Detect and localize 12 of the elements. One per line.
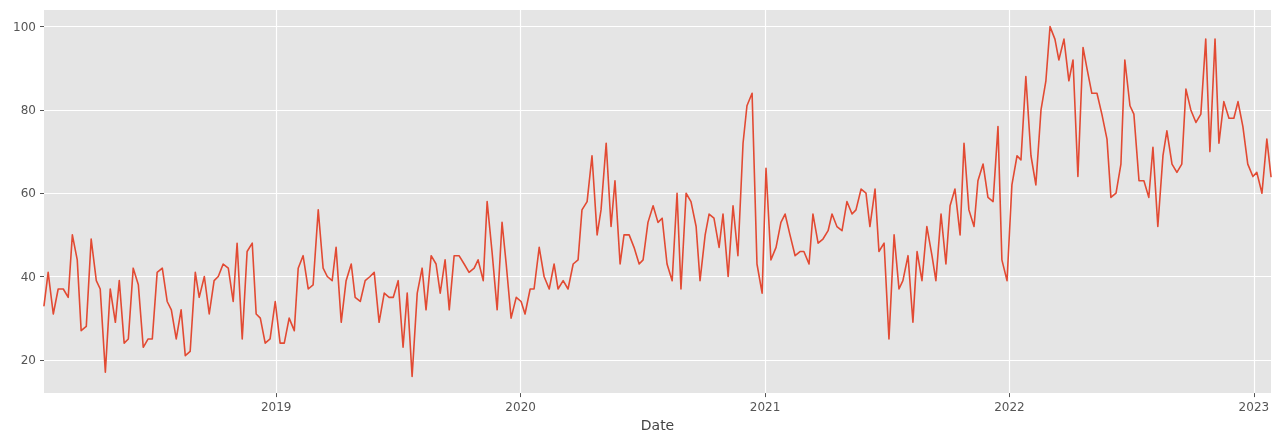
y-tick-label: 40 <box>20 269 36 284</box>
x-axis-title: Date <box>640 417 675 433</box>
x-tick-label: 2019 <box>260 400 292 415</box>
line-series <box>43 25 1272 378</box>
x-tick-label: 2020 <box>505 400 536 415</box>
x-tick-label: 2021 <box>749 400 781 415</box>
x-tick-label: 2023 <box>1238 400 1270 415</box>
y-tick-label: 60 <box>20 186 36 201</box>
y-tick-label: 100 <box>13 19 36 34</box>
y-tick-label: 20 <box>20 352 36 367</box>
y-tick-label: 80 <box>20 102 36 117</box>
x-tick-label: 2022 <box>994 400 1025 415</box>
